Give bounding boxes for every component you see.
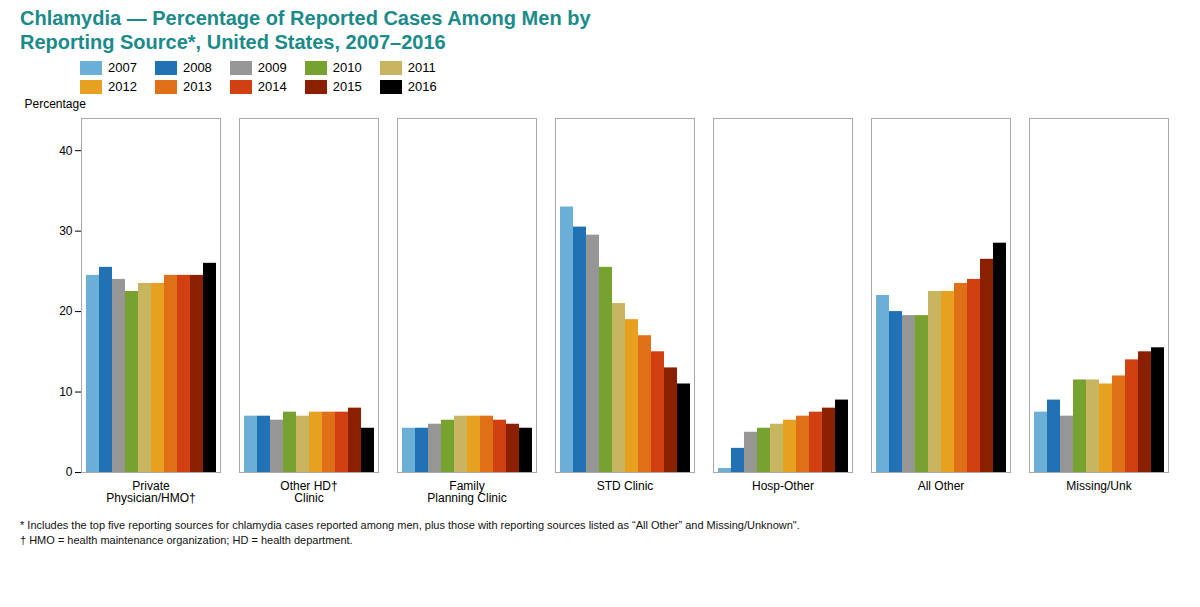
svg-text:All Other: All Other: [918, 479, 965, 493]
html-text:2014: 2014: [257, 79, 287, 94]
svg-text:Percentage: Percentage: [25, 97, 87, 111]
svg-text:0: 0: [66, 465, 73, 479]
html-text:2007: 2007: [108, 60, 137, 75]
html-text:Chlamydia — Percentage of Repo: Chlamydia — Percentage of Reported Cases…: [20, 7, 591, 53]
html-text:2012: 2012: [108, 79, 137, 94]
html-text:2008: 2008: [182, 60, 212, 75]
html-text:2013: 2013: [182, 79, 212, 94]
html-text:2016: 2016: [407, 79, 437, 94]
svg-text:Missing/Unk: Missing/Unk: [1066, 479, 1132, 493]
html-text:† HMO = health maintenance org: † HMO = health maintenance organization;…: [20, 534, 353, 547]
svg-text:10: 10: [59, 385, 73, 399]
html-text:2015: 2015: [332, 79, 362, 94]
html-text:2009: 2009: [257, 60, 287, 75]
svg-text:Other HD†Clinic: Other HD†Clinic: [280, 479, 337, 505]
svg-text:20: 20: [59, 304, 73, 318]
svg-text:PrivatePhysician/HMO†: PrivatePhysician/HMO†: [106, 479, 195, 505]
svg-text:Hosp-Other: Hosp-Other: [752, 479, 814, 493]
svg-text:30: 30: [59, 224, 73, 238]
svg-text:40: 40: [59, 144, 73, 158]
svg-text:FamilyPlanning Clinic: FamilyPlanning Clinic: [427, 479, 506, 505]
html-text:2011: 2011: [407, 60, 436, 75]
html-text:2010: 2010: [332, 60, 362, 75]
html-text:* Includes the top five report: * Includes the top five reporting source…: [20, 519, 800, 531]
svg-text:STD Clinic: STD Clinic: [597, 479, 654, 493]
